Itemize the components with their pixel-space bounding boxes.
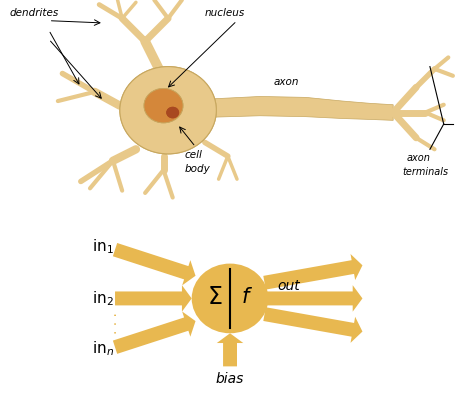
Text: $f$: $f$ (241, 287, 254, 307)
Polygon shape (113, 243, 196, 286)
Polygon shape (214, 97, 393, 120)
Polygon shape (264, 307, 363, 343)
Text: nucleus: nucleus (205, 8, 245, 18)
Polygon shape (115, 285, 191, 312)
Text: axon: axon (274, 77, 299, 87)
Text: bias: bias (216, 371, 244, 386)
Text: $\Sigma$: $\Sigma$ (207, 285, 222, 309)
Polygon shape (264, 254, 363, 289)
Text: dendrites: dendrites (9, 8, 59, 18)
Text: in$_n$: in$_n$ (92, 340, 114, 358)
Text: cell: cell (184, 150, 202, 160)
Text: in$_1$: in$_1$ (92, 237, 114, 255)
Polygon shape (264, 285, 363, 312)
Text: · · ·: · · · (110, 312, 124, 334)
Text: body: body (184, 164, 210, 174)
Ellipse shape (120, 67, 216, 154)
Ellipse shape (166, 107, 179, 118)
Ellipse shape (120, 67, 216, 154)
Polygon shape (217, 333, 243, 366)
Ellipse shape (144, 88, 183, 123)
Text: in$_2$: in$_2$ (92, 289, 114, 308)
Ellipse shape (144, 88, 183, 123)
Text: out: out (277, 279, 300, 293)
Ellipse shape (191, 264, 268, 333)
Ellipse shape (166, 107, 179, 118)
Polygon shape (113, 312, 196, 354)
Text: axon: axon (407, 153, 431, 163)
Text: terminals: terminals (402, 167, 448, 177)
